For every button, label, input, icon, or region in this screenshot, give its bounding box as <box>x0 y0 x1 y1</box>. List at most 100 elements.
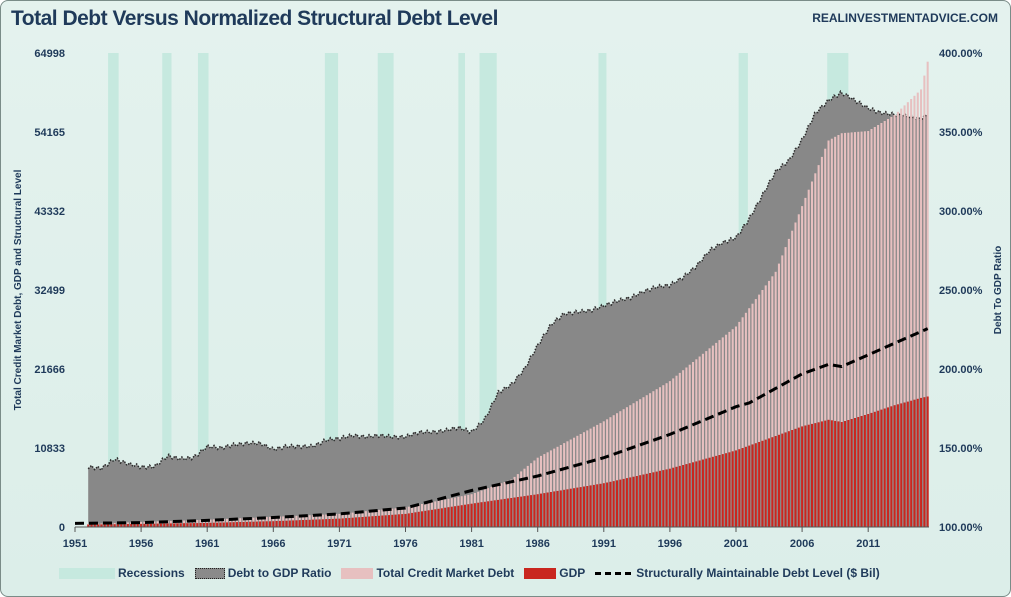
y-right-axis-title: Debt To GDP Ratio <box>993 246 1004 335</box>
gdp-bar <box>632 476 635 527</box>
gdp-bar <box>126 524 129 527</box>
debt-bar <box>840 133 843 527</box>
gdp-bar <box>645 473 648 527</box>
gdp-bar <box>219 522 222 527</box>
x-tick-label: 1986 <box>525 538 549 550</box>
debt-bar <box>824 148 827 527</box>
gdp-bar <box>179 523 182 527</box>
debt-bar <box>814 173 817 528</box>
legend-item-recessions: Recessions <box>59 566 185 580</box>
gdp-bar <box>589 485 592 527</box>
gdp-bar <box>596 484 599 527</box>
gdp-bar <box>721 454 724 527</box>
debt-bar <box>549 450 552 527</box>
debt-bar <box>675 375 678 527</box>
gdp-bar <box>820 421 823 527</box>
gdp-bar <box>427 510 430 527</box>
gdp-bar <box>368 516 371 527</box>
gdp-bar <box>493 500 496 527</box>
x-tick-label: 1956 <box>129 538 153 550</box>
legend-item-gdp: GDP <box>524 566 585 580</box>
gdp-bar <box>285 520 288 527</box>
debt-bar <box>536 457 539 527</box>
debt-bar <box>867 131 870 527</box>
debt-bar <box>662 385 665 527</box>
debt-bar <box>877 125 880 527</box>
gdp-bar <box>655 471 658 527</box>
gdp-bar <box>318 519 321 527</box>
recession-band-0 <box>108 53 119 527</box>
gdp-bar <box>146 523 149 527</box>
debt-bar <box>655 389 658 527</box>
gdp-bar <box>447 507 450 527</box>
debt-bar <box>615 413 619 527</box>
gdp-bar <box>886 407 890 527</box>
gdp-bar <box>870 412 873 527</box>
gdp-bar <box>483 501 486 527</box>
gdp-bar <box>344 518 348 527</box>
gdp-bar <box>602 483 605 527</box>
gdp-bar <box>639 475 642 527</box>
debt-bar <box>791 230 794 527</box>
gdp-bar <box>338 518 341 527</box>
gdp-bar <box>748 445 751 527</box>
recession-band-3 <box>324 53 339 527</box>
gdp-bar <box>569 488 572 527</box>
gdp-bar <box>754 443 757 527</box>
gdp-bar <box>192 523 195 527</box>
debt-bar <box>807 189 810 527</box>
debt-bar <box>556 446 559 527</box>
debt-bar <box>622 409 625 527</box>
gdp-bar <box>731 451 734 527</box>
debt-bar <box>685 367 688 527</box>
debt-bar <box>589 428 592 527</box>
gdp-bar <box>516 497 519 527</box>
gdp-bar <box>387 515 390 527</box>
gdp-bar <box>255 521 258 527</box>
gdp-bar <box>497 499 500 527</box>
gdp-bar <box>361 517 364 527</box>
gdp-bar <box>744 446 747 527</box>
debt-bar <box>820 156 823 527</box>
debt-bar <box>695 359 698 527</box>
gdp-bar <box>437 508 440 527</box>
gdp-bar <box>794 428 797 527</box>
gdp-bar <box>93 524 96 527</box>
debt-bar <box>903 105 906 528</box>
gdp-bar <box>847 420 850 527</box>
debt-bar <box>794 222 797 527</box>
gdp-bar <box>622 478 625 527</box>
debt-to-gdp-outline <box>87 89 929 472</box>
gdp-bar <box>520 496 523 527</box>
gdp-bar <box>586 486 589 527</box>
gdp-bar <box>176 523 179 527</box>
gdp-bar <box>566 489 569 527</box>
gdp-bar <box>711 456 714 527</box>
legend-item-debt-to-gdp: Debt to GDP Ratio <box>194 566 331 580</box>
gdp-bar <box>533 494 536 527</box>
gdp-bar <box>635 476 638 527</box>
gdp-bar <box>824 420 827 527</box>
debt-bar <box>863 131 866 528</box>
debt-bar <box>672 378 675 527</box>
gdp-bar <box>467 504 470 527</box>
gdp-bar <box>173 523 176 527</box>
gdp-bar <box>206 522 209 527</box>
gdp-bar <box>282 520 285 527</box>
gdp-bar <box>268 521 272 527</box>
legend-item-structural-debt: Structurally Maintainable Debt Level ($ … <box>595 566 880 580</box>
gdp-bar <box>579 487 582 527</box>
debt-bar <box>553 448 556 527</box>
gdp-bar <box>873 411 876 527</box>
debt-bar <box>632 403 635 527</box>
gdp-bar <box>923 397 926 527</box>
gdp-bar <box>543 493 546 527</box>
gdp-bar <box>675 466 678 527</box>
debt-bar <box>880 123 883 527</box>
debt-bar <box>625 407 628 527</box>
gdp-bar <box>169 523 172 527</box>
gdp-bar <box>463 504 467 527</box>
gdp-bar <box>672 467 675 527</box>
gdp-bar <box>411 512 414 527</box>
y-left-tick-label: 64998 <box>34 48 65 60</box>
